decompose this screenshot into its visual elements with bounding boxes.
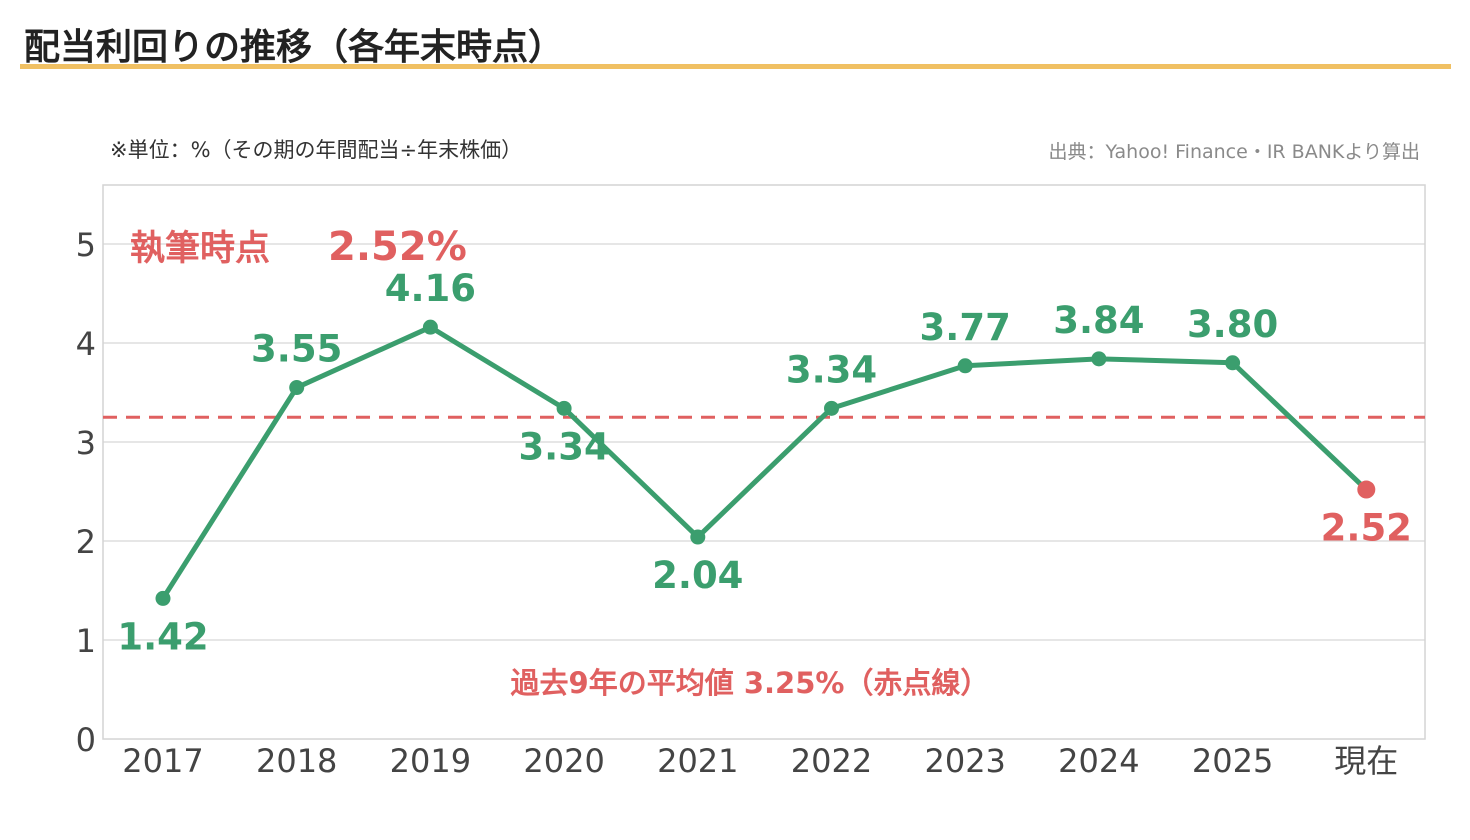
x-tick-label: 2023 bbox=[924, 742, 1005, 780]
unit-note: ※単位：%（その期の年間配当÷年末株価） bbox=[110, 138, 523, 162]
current-value-text: 2.52% bbox=[328, 224, 467, 270]
data-point bbox=[155, 590, 171, 606]
data-label: 3.55 bbox=[251, 328, 342, 371]
current-label-text: 執筆時点 bbox=[130, 229, 270, 269]
data-point bbox=[957, 358, 973, 374]
x-tick-label: 2022 bbox=[791, 742, 872, 780]
data-points bbox=[155, 319, 1376, 606]
series-line bbox=[160, 324, 1369, 600]
source-note: 出典：Yahoo! Finance・IR BANKより算出 bbox=[1048, 141, 1420, 163]
page-title: 配当利回りの推移（各年末時点） bbox=[24, 27, 565, 68]
data-label: 3.34 bbox=[518, 425, 609, 468]
data-point bbox=[422, 319, 438, 335]
data-label: 1.42 bbox=[117, 615, 208, 658]
x-tick-label: 2017 bbox=[122, 742, 203, 780]
x-tick-label: 現在 bbox=[1334, 742, 1398, 780]
data-label: 3.77 bbox=[920, 306, 1011, 349]
data-point bbox=[690, 529, 706, 545]
x-tick-label: 2025 bbox=[1192, 742, 1273, 780]
data-label: 2.04 bbox=[652, 554, 743, 597]
data-label: 3.84 bbox=[1053, 299, 1144, 342]
data-point bbox=[824, 400, 839, 416]
grid-lines bbox=[103, 243, 1425, 641]
y-tick-label: 5 bbox=[76, 226, 96, 264]
x-tick-label: 2024 bbox=[1058, 742, 1139, 780]
data-label: 3.34 bbox=[786, 348, 877, 391]
y-axis-ticks: 0 1 2 3 4 5 bbox=[76, 226, 96, 759]
data-label: 3.80 bbox=[1187, 303, 1278, 346]
title-underline bbox=[20, 64, 1451, 69]
y-tick-label: 3 bbox=[76, 424, 96, 462]
plot-area-frame bbox=[102, 184, 1426, 740]
y-tick-label: 4 bbox=[76, 325, 96, 363]
x-tick-label: 2020 bbox=[523, 742, 604, 780]
y-tick-label: 2 bbox=[76, 523, 96, 561]
data-labels: 1.42 3.55 4.16 3.34 2.04 3.34 3.77 3.84 3.80 2.52 bbox=[117, 267, 1412, 658]
x-tick-label: 2019 bbox=[390, 742, 471, 780]
y-tick-label: 0 bbox=[76, 721, 96, 759]
data-point bbox=[289, 380, 305, 396]
data-point bbox=[556, 400, 572, 416]
current-point bbox=[1357, 480, 1376, 499]
x-axis-ticks: 2017 2018 2019 2020 2021 2022 2023 2024 2025 現在 bbox=[122, 742, 1398, 780]
average-note: 過去9年の平均値 3.25%（赤点線） bbox=[511, 666, 990, 700]
x-tick-label: 2021 bbox=[657, 742, 738, 780]
y-tick-label: 1 bbox=[76, 622, 96, 660]
data-point bbox=[1225, 355, 1241, 371]
data-label: 4.16 bbox=[385, 267, 476, 310]
current-value-label: 2.52 bbox=[1321, 507, 1412, 550]
x-tick-label: 2018 bbox=[256, 742, 337, 780]
data-point bbox=[1091, 351, 1107, 367]
